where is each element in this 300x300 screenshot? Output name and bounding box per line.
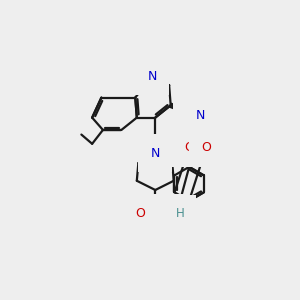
Text: O: O xyxy=(135,207,145,220)
Text: N: N xyxy=(151,146,160,160)
Text: O: O xyxy=(184,141,194,154)
Text: O: O xyxy=(201,141,211,154)
Text: N: N xyxy=(166,207,175,220)
Text: H: H xyxy=(176,207,184,220)
Text: C: C xyxy=(183,106,190,116)
Text: N: N xyxy=(148,70,157,83)
Text: N: N xyxy=(195,109,205,122)
